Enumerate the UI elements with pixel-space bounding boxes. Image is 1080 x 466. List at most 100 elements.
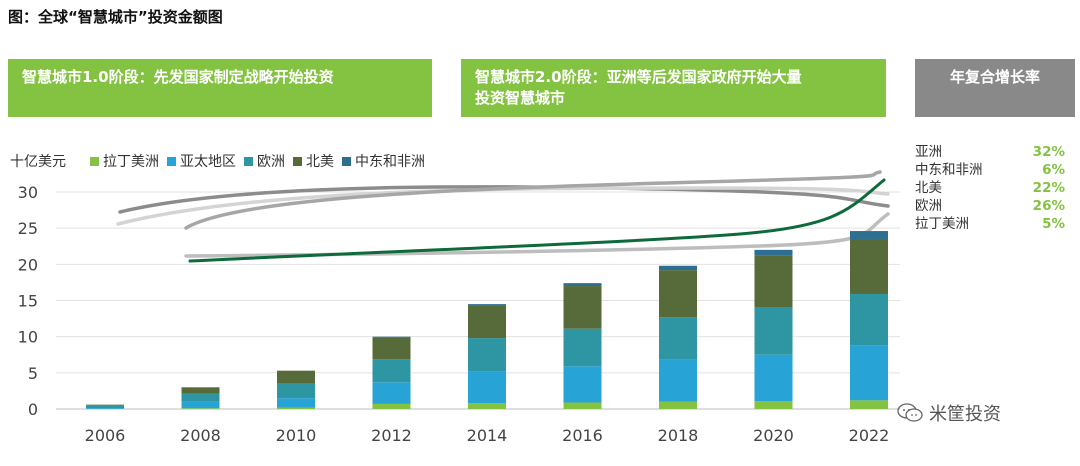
bar-europe-2022 xyxy=(850,293,888,346)
x-tick-label: 2008 xyxy=(180,426,221,445)
legend-label-asia-pacific: 亚太地区 xyxy=(180,154,236,170)
legend-label-mea: 中东和非洲 xyxy=(355,154,425,170)
bar-mea-2016 xyxy=(563,283,602,287)
cagr-region-latin-america: 拉丁美洲 xyxy=(915,216,969,232)
legend-swatch-north-america xyxy=(293,156,302,166)
bar-europe-2010 xyxy=(277,383,315,399)
bar-north-america-2010 xyxy=(277,370,315,384)
legend-label-north-america: 北美 xyxy=(306,154,334,170)
cagr-region-europe: 欧洲 xyxy=(915,198,942,214)
bar-north-america-2016 xyxy=(563,286,602,329)
y-tick-label: 0 xyxy=(28,400,38,419)
legend-swatch-asia-pacific xyxy=(167,156,176,166)
cagr-value-asia: 32% xyxy=(1032,144,1065,160)
cagr-region-mea: 中东和非洲 xyxy=(915,162,983,178)
cagr-value-latin-america: 5% xyxy=(1042,216,1065,232)
bar-europe-2006 xyxy=(86,405,124,409)
x-tick-label: 2012 xyxy=(371,426,412,445)
y-tick-label: 15 xyxy=(18,292,38,311)
bar-north-america-2012 xyxy=(372,337,411,360)
bar-asia-pacific-2018 xyxy=(659,359,697,402)
cagr-trend-lines xyxy=(116,170,890,263)
cagr-row-north-america: 北美 22% xyxy=(915,179,1065,197)
bar-latin-america-2020 xyxy=(754,401,793,409)
bar-europe-2012 xyxy=(372,359,411,383)
cagr-value-north-america: 22% xyxy=(1032,180,1065,196)
bar-mea-2020 xyxy=(754,249,793,256)
legend-label-latin-america: 拉丁美洲 xyxy=(103,154,159,170)
bar-north-america-2020 xyxy=(754,255,793,308)
x-tick-label: 2006 xyxy=(85,426,126,445)
cagr-table: 亚洲 32% 中东和非洲 6% 北美 22% 欧洲 26% 拉丁美洲 5% xyxy=(915,143,1065,233)
phase2-banner: 智慧城市2.0阶段：亚洲等后发国家政府开始大量 投资智慧城市 xyxy=(461,59,886,117)
chart-title: 图：全球“智慧城市”投资金额图 xyxy=(8,8,223,26)
bar-north-america-2006 xyxy=(86,404,124,406)
bar-stacks xyxy=(86,231,888,409)
legend-swatch-latin-america xyxy=(90,156,99,166)
cagr-row-latin-america: 拉丁美洲 5% xyxy=(915,215,1065,233)
trend-line-europe xyxy=(184,170,882,230)
phase1-banner: 智慧城市1.0阶段：先发国家制定战略开始投资 xyxy=(8,59,432,117)
bar-latin-america-2022 xyxy=(850,400,888,409)
phase2-banner-line1: 智慧城市2.0阶段：亚洲等后发国家政府开始大量 xyxy=(475,68,802,86)
bar-asia-pacific-2022 xyxy=(850,345,888,401)
bar-north-america-2008 xyxy=(181,387,220,394)
x-tick-label: 2018 xyxy=(658,426,699,445)
x-tick-label: 2022 xyxy=(849,426,890,445)
legend-label-europe: 欧洲 xyxy=(257,154,285,170)
cagr-region-asia: 亚洲 xyxy=(915,144,942,160)
y-tick-label: 10 xyxy=(18,328,38,347)
bar-latin-america-2008 xyxy=(181,408,220,409)
bar-north-america-2014 xyxy=(468,305,506,339)
bar-mea-2012 xyxy=(372,336,411,338)
bar-asia-pacific-2012 xyxy=(372,382,411,404)
bar-north-america-2022 xyxy=(850,239,888,294)
cagr-row-mea: 中东和非洲 6% xyxy=(915,161,1065,179)
bar-latin-america-2010 xyxy=(277,407,315,409)
y-tick-label: 5 xyxy=(28,364,38,383)
chart-legend: 拉丁美洲 亚太地区 欧洲 北美 中东和非洲 xyxy=(90,151,433,171)
bar-asia-pacific-2014 xyxy=(468,371,506,404)
x-tick-label: 2010 xyxy=(276,426,317,445)
wechat-icon xyxy=(897,403,923,422)
y-tick-label: 25 xyxy=(18,219,38,238)
watermark: 米筐投资 xyxy=(897,400,1001,426)
bar-latin-america-2014 xyxy=(468,403,506,409)
cagr-value-mea: 6% xyxy=(1042,162,1065,178)
bar-latin-america-2018 xyxy=(659,401,697,409)
phase2-banner-line2: 投资智慧城市 xyxy=(475,89,566,107)
x-tick-label: 2014 xyxy=(467,426,508,445)
bar-asia-pacific-2020 xyxy=(754,354,793,402)
x-tick-label: 2016 xyxy=(562,426,603,445)
bar-asia-pacific-2010 xyxy=(277,398,315,408)
bar-mea-2022 xyxy=(850,231,888,240)
cagr-row-europe: 欧洲 26% xyxy=(915,197,1065,215)
cagr-region-north-america: 北美 xyxy=(915,180,942,196)
phase1-banner-text: 智慧城市1.0阶段：先发国家制定战略开始投资 xyxy=(22,68,334,86)
bar-latin-america-2012 xyxy=(372,403,411,409)
cagr-header-text: 年复合增长率 xyxy=(949,68,1040,86)
bar-mea-2014 xyxy=(468,304,506,306)
legend-item-north-america: 北美 xyxy=(293,151,334,171)
trend-line-asia xyxy=(188,178,886,263)
axis-labels: 0 5 10 15 20 25 30 2006 2008 2010 2012 2014 2016 2018… xyxy=(18,183,890,445)
cagr-row-asia: 亚洲 32% xyxy=(915,143,1065,161)
watermark-text: 米筐投资 xyxy=(929,404,1001,425)
y-axis-unit-label: 十亿美元 xyxy=(10,154,66,170)
legend-item-mea: 中东和非洲 xyxy=(342,151,425,171)
cagr-header-banner: 年复合增长率 xyxy=(915,59,1075,117)
legend-item-asia-pacific: 亚太地区 xyxy=(167,151,236,171)
y-tick-label: 20 xyxy=(18,255,38,274)
legend-item-latin-america: 拉丁美洲 xyxy=(90,151,159,171)
bar-latin-america-2016 xyxy=(563,402,602,409)
cagr-value-europe: 26% xyxy=(1032,198,1065,214)
legend-swatch-europe xyxy=(244,156,253,166)
bar-mea-2018 xyxy=(659,265,697,271)
bar-north-america-2018 xyxy=(659,270,697,318)
trend-line-latin-america xyxy=(184,212,890,258)
y-tick-label: 30 xyxy=(18,183,38,202)
bar-europe-2016 xyxy=(563,328,602,367)
bar-europe-2014 xyxy=(468,338,506,372)
x-tick-label: 2020 xyxy=(753,426,794,445)
